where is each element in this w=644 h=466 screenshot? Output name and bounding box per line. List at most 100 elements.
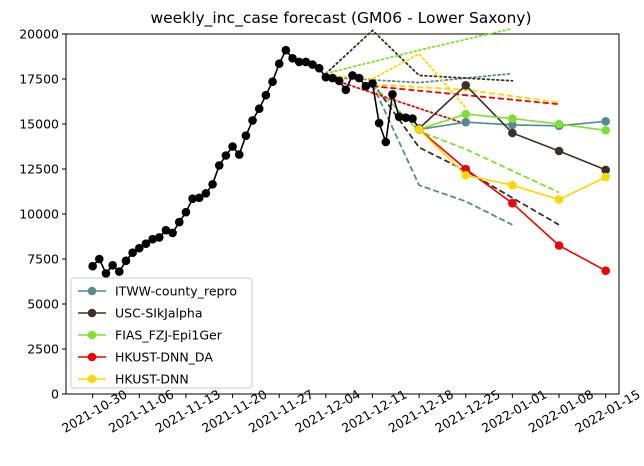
observed-point	[288, 54, 297, 63]
y-tick-label: 2500	[27, 342, 59, 357]
observed-point	[201, 189, 211, 198]
observed-series-layer	[88, 45, 424, 278]
observed-point	[254, 104, 264, 113]
hkust-dnn-da-dashed-forecast-line	[372, 85, 560, 106]
fias-fzj-epi1ger-point	[461, 109, 471, 119]
legend-swatch-marker	[87, 308, 97, 318]
y-tick-label: 0	[51, 387, 59, 402]
observed-point	[361, 81, 371, 91]
usc-sikjalpha-point	[601, 165, 610, 175]
observed-point	[341, 85, 351, 95]
hkust-dnn-da-point	[601, 266, 610, 276]
observed-point	[141, 239, 151, 248]
observed-point	[334, 76, 344, 86]
observed-point	[408, 114, 417, 123]
observed-point	[134, 243, 144, 253]
observed-point	[221, 151, 231, 160]
legend-label-hkust-dnn-da: HKUST-DNN_DA	[115, 350, 213, 365]
itww-county-repro-point	[461, 117, 471, 127]
fias-fzj-epi1ger-point	[554, 119, 564, 129]
legend-label-fias-fzj-epi1ger: FIAS_FZJ-Epi1Ger	[115, 328, 223, 343]
observed-point	[401, 113, 411, 122]
legend-swatch-marker	[87, 374, 97, 384]
observed-point	[388, 90, 397, 99]
hkust-dnn-point	[414, 125, 424, 134]
legend: ITWW-county_repro USC-SIkJalpha FIAS_FZJ-E…	[70, 277, 253, 389]
hkust-dnn-point	[554, 195, 564, 204]
usc-sikjalpha-point	[508, 128, 517, 138]
observed-point	[95, 254, 104, 264]
y-tick-label: 12500	[19, 162, 59, 177]
observed-point	[274, 59, 284, 68]
observed-point	[194, 193, 204, 203]
observed-point	[368, 79, 377, 88]
y-tick-label: 7500	[27, 252, 59, 267]
observed-point	[108, 261, 117, 270]
itww-county-repro-dashed-forecast-line	[371, 84, 513, 226]
legend-box	[70, 277, 253, 389]
legend-label-hkust-dnn: HKUST-DNN	[115, 372, 189, 387]
observed-point	[101, 269, 111, 278]
observed-point	[374, 118, 384, 128]
observed-point	[168, 228, 177, 238]
y-tick-label: 5000	[27, 297, 59, 312]
itww-county-repro-point	[508, 120, 517, 130]
fias-fzj-epi1ger-dotted-forecast-line	[324, 27, 514, 75]
observed-point	[348, 71, 357, 80]
legend-label-itww-county-repro: ITWW-county_repro	[115, 284, 237, 299]
usc-sikjalpha-point	[554, 146, 564, 156]
legend-label-usc-sikjalpha: USC-SIkJalpha	[115, 306, 203, 321]
observed-point	[321, 72, 331, 82]
observed-point	[88, 261, 97, 271]
observed-point	[381, 137, 391, 147]
hkust-dnn-da-point	[461, 164, 471, 174]
hkust-dnn-point	[601, 172, 610, 182]
observed-point	[154, 233, 164, 242]
y-tick-label: 17500	[19, 72, 59, 87]
itww-county-repro-point	[601, 117, 610, 126]
hkust-dnn-point	[461, 171, 471, 180]
observed-point	[314, 63, 324, 73]
observed-point	[234, 150, 244, 159]
observed-point	[148, 234, 157, 244]
observed-point	[354, 73, 364, 83]
hkust-dnn-da-dotted-forecast-line	[324, 76, 467, 125]
observed-point	[241, 131, 251, 140]
observed-point	[394, 112, 404, 122]
fias-fzj-epi1ger-point	[601, 126, 610, 135]
observed-point	[328, 73, 337, 83]
y-tick-label: 15000	[19, 117, 59, 132]
observed-point	[301, 57, 311, 67]
observed-point	[281, 45, 291, 55]
fias-fzj-epi1ger-point	[508, 114, 517, 123]
legend-swatch-marker	[87, 352, 97, 362]
hkust-dnn-dashed-forecast-line	[372, 83, 560, 104]
observed-point	[128, 248, 137, 257]
legend-swatch-marker	[87, 286, 97, 296]
observed-point	[181, 207, 191, 217]
y-tick-label: 20000	[19, 27, 59, 42]
observed-point	[115, 267, 124, 276]
observed-point	[208, 180, 217, 189]
observed-point	[188, 194, 197, 203]
observed-point	[161, 225, 171, 235]
observed-point	[228, 142, 237, 151]
observed-point	[121, 256, 131, 266]
hkust-dnn-point	[508, 180, 517, 190]
fias-fzj-epi1ger-dashed-forecast-line	[371, 83, 560, 194]
observed-point	[174, 217, 184, 227]
observed-point	[294, 57, 304, 67]
usc-sikjalpha-dotted-forecast-line	[324, 29, 514, 82]
y-tick-label: 10000	[19, 207, 59, 222]
hkust-dnn-da-point	[508, 198, 517, 208]
observed-point	[261, 90, 271, 100]
observed-point	[214, 161, 224, 170]
observed-point	[248, 116, 257, 125]
legend-swatch-marker	[87, 330, 97, 340]
model-series-layer	[414, 81, 610, 276]
hkust-dnn-da-point	[554, 241, 564, 250]
observed-point	[268, 77, 277, 86]
observed-point	[308, 60, 317, 69]
chart-title: weekly_inc_case forecast (GM06 - Lower S…	[150, 9, 531, 28]
